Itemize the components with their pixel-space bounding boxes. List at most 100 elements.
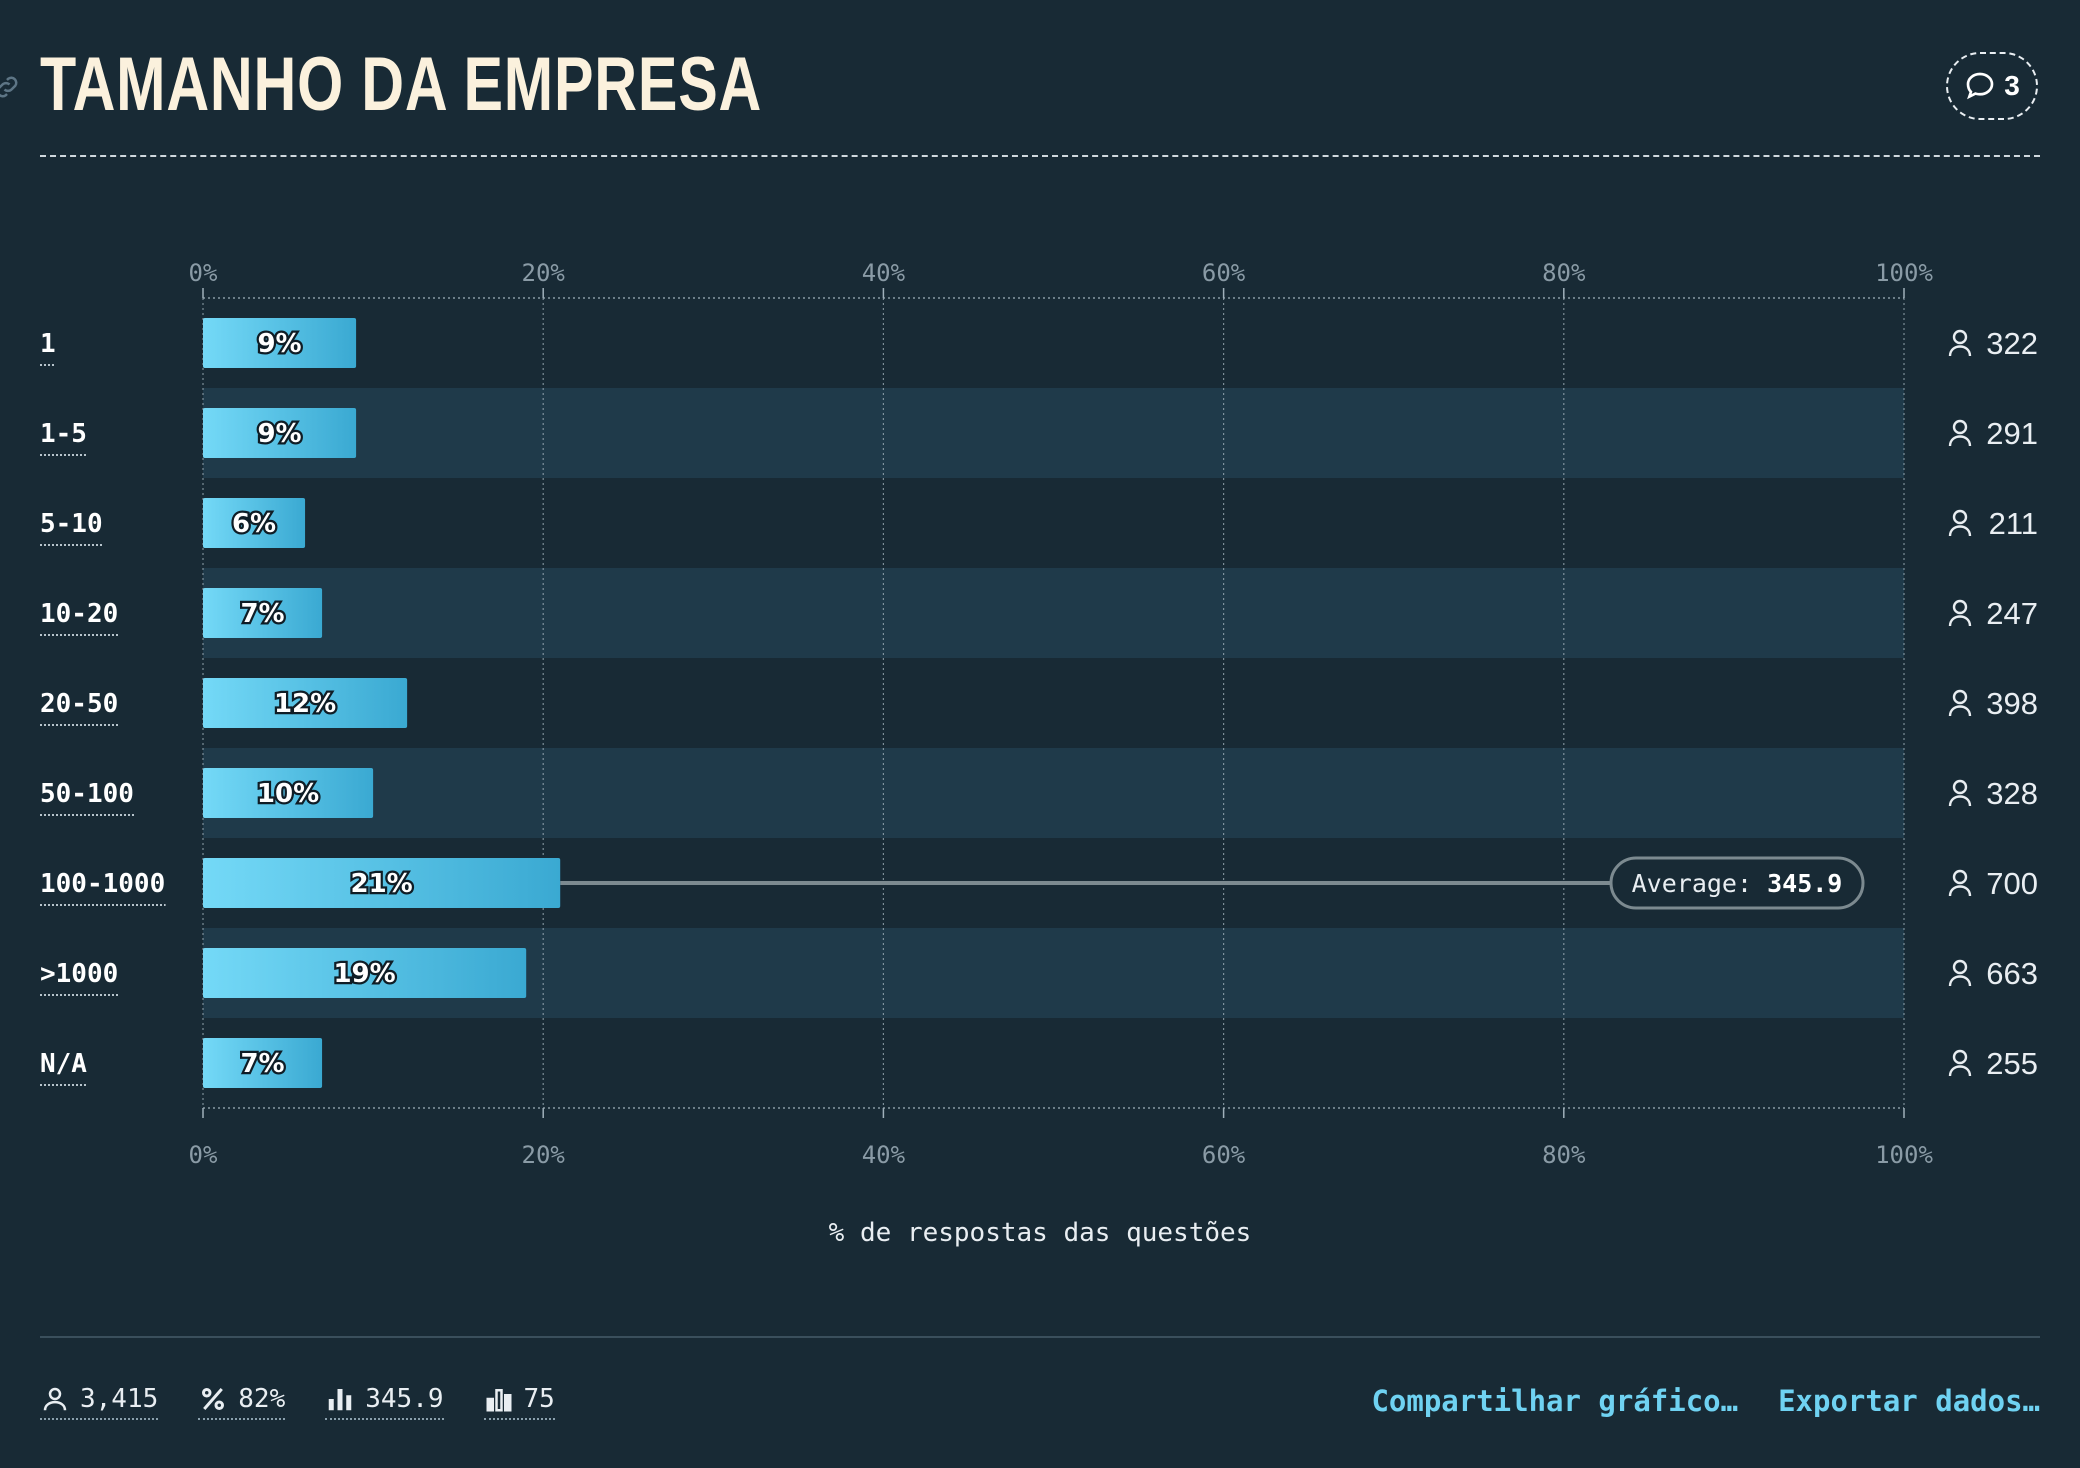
bar [203, 318, 357, 368]
respondent-count: 322 [1986, 326, 2038, 361]
person-icon [1948, 599, 1972, 627]
category-label[interactable]: 20-50 [40, 689, 118, 719]
person-icon-head [1952, 869, 1968, 885]
footer-divider [40, 1336, 2040, 1338]
row-band [203, 388, 1904, 478]
bar-value-label: 10% [257, 779, 319, 809]
footer-stats: 3,415 82% 345.9 75 [40, 1384, 555, 1420]
person-icon-head [1952, 959, 1968, 975]
average-label-text: Average: [1632, 869, 1767, 898]
x-tick-label-bottom: 20% [522, 1141, 566, 1169]
stat-value: 3,415 [80, 1384, 159, 1414]
person-icon-head [1952, 599, 1968, 615]
average-value: 345.9 [1767, 869, 1842, 898]
stat-respondents[interactable]: 3,415 [40, 1384, 159, 1420]
footer-actions: Compartilhar gráfico… Exportar dados… [1371, 1384, 2040, 1422]
category-label[interactable]: 50-100 [40, 779, 134, 809]
bar-value-label: 21% [350, 869, 412, 899]
x-tick-label-top: 100% [1875, 259, 1933, 287]
bar [203, 858, 561, 908]
person-icon-body [1948, 1065, 1972, 1077]
bar [203, 948, 527, 998]
bar [203, 768, 374, 818]
person-icon [43, 1387, 67, 1411]
person-icon-head [1952, 509, 1968, 525]
respondent-count: 247 [1986, 596, 2038, 631]
person-icon [1948, 959, 1972, 987]
person-icon [1948, 329, 1972, 357]
x-tick-label-top: 20% [522, 259, 566, 287]
stat-value: 75 [523, 1384, 555, 1414]
person-icon-body [1948, 615, 1972, 627]
x-tick-label-top: 80% [1542, 259, 1586, 287]
person-icon [1948, 689, 1972, 717]
x-tick-label-top: 0% [189, 259, 218, 287]
respondent-count: 291 [1986, 416, 2038, 451]
person-icon [1948, 1049, 1972, 1077]
share-chart-link[interactable]: Compartilhar gráfico… [1371, 1384, 1739, 1418]
stat-percent[interactable]: 82% [198, 1384, 286, 1420]
x-tick-label-bottom: 100% [1875, 1141, 1933, 1169]
person-icon [1948, 509, 1972, 537]
respondent-count: 700 [1986, 866, 2038, 901]
x-tick-label-top: 40% [862, 259, 906, 287]
bar [203, 588, 323, 638]
bar-chart-icon [329, 1389, 352, 1411]
comment-icon [1966, 72, 1994, 100]
category-label[interactable]: 1 [40, 329, 56, 359]
bar [203, 678, 408, 728]
bar-value-label: 19% [333, 959, 395, 989]
comment-count: 3 [2004, 70, 2020, 101]
bar-value-label: 9% [257, 419, 301, 449]
person-icon-head [1952, 689, 1968, 705]
person-icon-body [1948, 885, 1972, 897]
person-icon-head [1952, 329, 1968, 345]
bar-chart: 0% 0% 20% 20% 40% 40% 60% 60% 80% 80% 100% 100% 9% 1 3… [40, 259, 2038, 1169]
x-tick-label-bottom: 60% [1202, 1141, 1246, 1169]
bar [203, 498, 306, 548]
person-icon-body [1948, 345, 1972, 357]
link-icon[interactable] [0, 72, 22, 102]
person-icon [1948, 419, 1972, 447]
respondent-count: 663 [1986, 956, 2038, 991]
stat-value: 345.9 [365, 1384, 444, 1414]
x-tick-label-bottom: 0% [189, 1141, 218, 1169]
x-axis-label: % de respostas das questões [828, 1218, 1252, 1248]
export-data-link[interactable]: Exportar dados… [1778, 1384, 2040, 1418]
category-label[interactable]: 10-20 [40, 599, 118, 629]
bar-value-label: 9% [257, 329, 301, 359]
comments-button[interactable]: 3 [1946, 52, 2038, 120]
stat-value: 82% [238, 1384, 286, 1414]
bar-value-label: 6% [232, 509, 276, 539]
stat-max[interactable]: 75 [483, 1384, 555, 1420]
category-label[interactable]: 5-10 [40, 509, 103, 539]
person-icon-body [1948, 705, 1972, 717]
bar [203, 408, 357, 458]
x-tick-label-bottom: 40% [862, 1141, 906, 1169]
bar-value-label: 12% [274, 689, 336, 719]
category-label[interactable]: 100-1000 [40, 869, 165, 899]
person-icon-head [1952, 779, 1968, 795]
category-label[interactable]: N/A [40, 1049, 87, 1079]
person-icon-body [1948, 525, 1972, 537]
respondent-count: 255 [1986, 1046, 2038, 1081]
person-icon-body [1948, 435, 1972, 447]
row-band [203, 568, 1904, 658]
category-label[interactable]: >1000 [40, 959, 118, 989]
person-icon [1948, 869, 1972, 897]
respondent-count: 398 [1986, 686, 2038, 721]
x-tick-label-top: 60% [1202, 259, 1246, 287]
person-icon [1948, 779, 1972, 807]
title-divider [40, 155, 2040, 157]
person-icon-body [1948, 975, 1972, 987]
stat-average[interactable]: 345.9 [325, 1384, 444, 1420]
person-icon-head [1952, 1049, 1968, 1065]
x-tick-label-bottom: 80% [1542, 1141, 1586, 1169]
person-icon-head [1952, 419, 1968, 435]
category-label[interactable]: 1-5 [40, 419, 87, 449]
percent-icon [202, 1388, 225, 1410]
page-title: TAMANHO DA EMPRESA [40, 42, 763, 127]
bar-value-label: 7% [240, 1049, 284, 1079]
respondent-count: 328 [1986, 776, 2038, 811]
bar-value-label: 7% [240, 599, 284, 629]
